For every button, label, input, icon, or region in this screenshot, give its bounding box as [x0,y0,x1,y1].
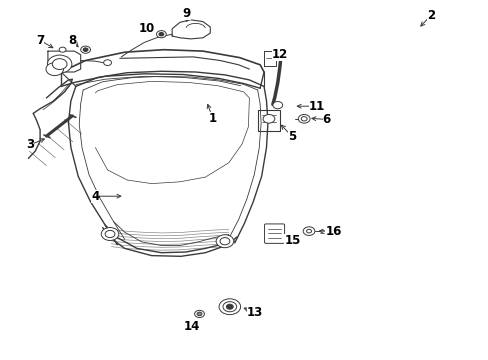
Circle shape [101,228,119,240]
Circle shape [216,235,233,248]
Text: 13: 13 [246,306,263,319]
Circle shape [105,230,115,238]
Text: 15: 15 [284,234,300,247]
Circle shape [46,63,63,76]
Text: 11: 11 [308,100,325,113]
Circle shape [298,114,309,123]
FancyBboxPatch shape [264,224,284,243]
Circle shape [263,114,274,123]
Circle shape [47,55,72,73]
Text: 14: 14 [183,320,200,333]
Circle shape [301,117,306,121]
Circle shape [223,302,236,312]
Text: 3: 3 [26,138,34,151]
Circle shape [306,229,311,233]
Text: 16: 16 [325,225,341,238]
Text: 9: 9 [183,7,190,20]
Text: 1: 1 [208,112,216,125]
Circle shape [59,47,66,52]
Circle shape [303,227,314,235]
Text: 8: 8 [68,34,76,47]
Text: 10: 10 [138,22,155,35]
Text: 4: 4 [91,190,99,203]
Circle shape [220,238,229,245]
Circle shape [272,102,282,109]
Text: 6: 6 [322,113,330,126]
Circle shape [197,312,202,316]
Circle shape [52,59,67,69]
Circle shape [159,32,163,36]
Circle shape [156,31,166,38]
Circle shape [103,60,111,66]
Text: 2: 2 [427,9,434,22]
Text: 7: 7 [36,34,44,47]
Text: 12: 12 [271,48,287,61]
Text: 5: 5 [288,130,296,143]
Circle shape [83,48,88,51]
Circle shape [226,304,233,309]
Circle shape [81,46,90,53]
Circle shape [194,310,204,318]
Circle shape [219,299,240,315]
